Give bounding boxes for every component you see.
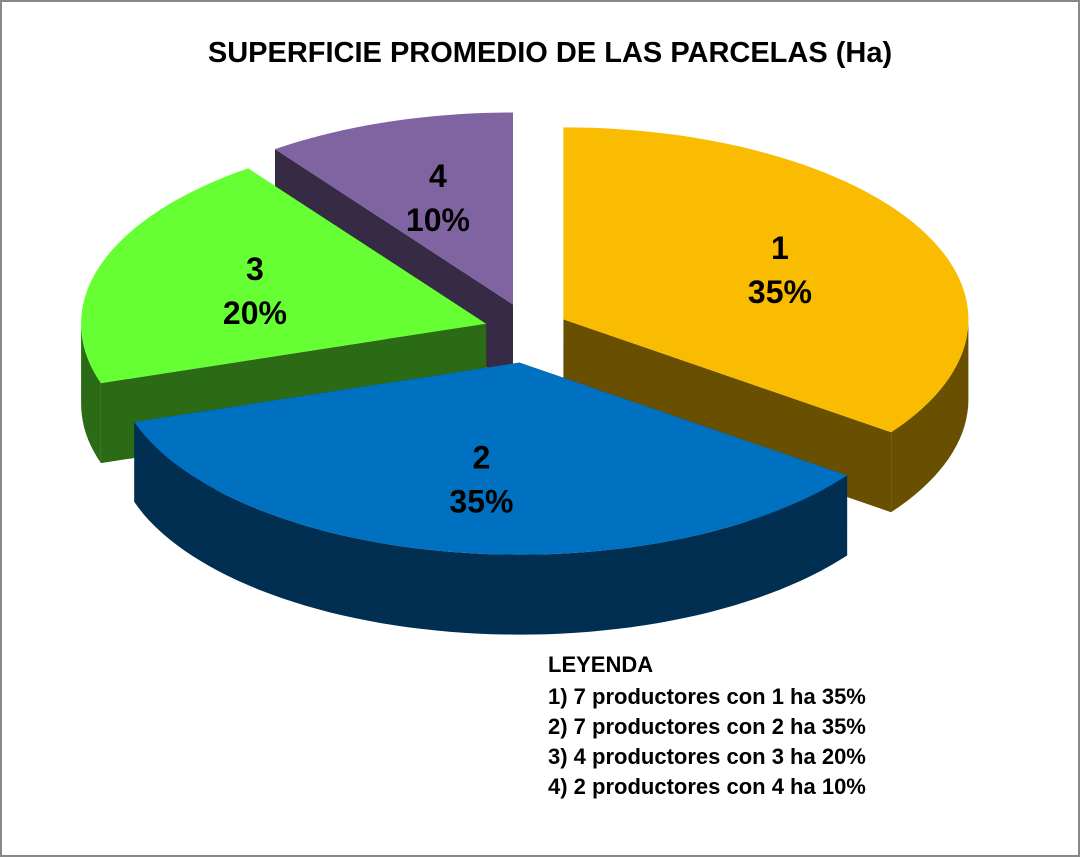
slice-value-label: 20% [223,295,287,331]
chart-title: SUPERFICIE PROMEDIO DE LAS PARCELAS (Ha) [208,37,892,69]
legend-entry: 1) 7 productores con 1 ha 35% [548,684,866,709]
slice [563,127,969,433]
slice-value-label: 35% [449,483,513,519]
pie: 4 10% 1 35% 3 20% 2 35% [81,112,969,635]
slice [81,168,487,384]
legend-title: LEYENDA [548,652,653,677]
slice-rim [891,319,969,513]
legend: LEYENDA 1) 7 productores con 1 ha 35% 2) … [548,652,866,799]
slice [134,362,848,555]
slice-rim [134,422,848,635]
slice-category-label: 4 [429,158,447,194]
slice-value-label: 10% [406,202,470,238]
legend-entry: 3) 4 productores con 3 ha 20% [548,744,866,769]
slice-category-label: 3 [246,251,264,287]
legend-entry: 2) 7 productores con 2 ha 35% [548,714,866,739]
legend-entry: 4) 2 productores con 4 ha 10% [548,774,866,799]
slice-category-label: 2 [473,439,491,475]
slice [275,112,513,305]
slice-value-label: 35% [748,274,812,310]
slice-rim [81,323,101,464]
slice-category-label: 1 [771,230,789,266]
